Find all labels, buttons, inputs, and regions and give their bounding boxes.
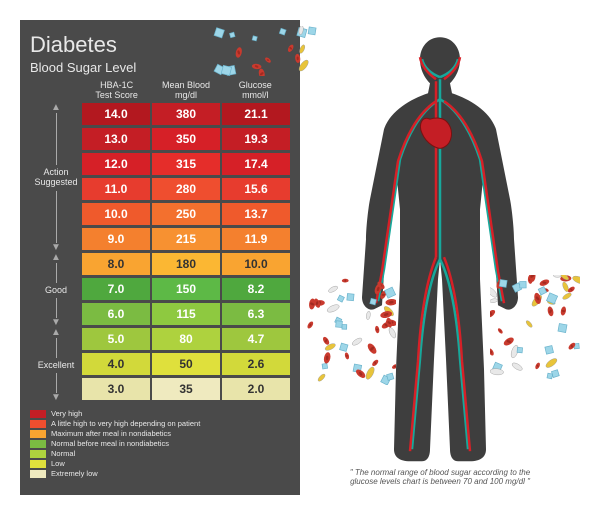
table-cell: 10.0 [222, 253, 290, 275]
legend-item: Extremely low [30, 469, 290, 478]
table-cell: 180 [152, 253, 220, 275]
legend-item: Normal before meal in nondiabetics [30, 439, 290, 448]
table-cell: 280 [152, 178, 220, 200]
side-segment: ▲Excellent▼ [30, 328, 82, 403]
legend-item: Very high [30, 409, 290, 418]
table-body: 14.038021.1 13.035019.3 12.031517.4 11.0280… [82, 103, 290, 400]
legend-label: Extremely low [51, 469, 98, 478]
table-cell: 12.0 [82, 153, 150, 175]
body-figure-area: " The normal range of blood sugar accord… [300, 20, 580, 495]
side-segment: ▲Good▼ [30, 253, 82, 328]
scatter-right [490, 275, 580, 385]
table-cell: 250 [152, 203, 220, 225]
table-cell: 6.0 [82, 303, 150, 325]
table-row: 4.0502.6 [82, 353, 290, 375]
legend: Very highA little high to very high depe… [30, 409, 290, 478]
legend-label: Normal [51, 449, 75, 458]
legend-label: Normal before meal in nondiabetics [51, 439, 169, 448]
table-cell: 5.0 [82, 328, 150, 350]
legend-item: A little high to very high depending on … [30, 419, 290, 428]
legend-swatch [30, 430, 46, 438]
legend-swatch [30, 410, 46, 418]
legend-label: Very high [51, 409, 82, 418]
table-cell: 115 [152, 303, 220, 325]
table-cell: 13.0 [82, 128, 150, 150]
table-cell: 11.9 [222, 228, 290, 250]
scatter-top [210, 26, 320, 76]
table-cell: 13.7 [222, 203, 290, 225]
table-cell: 2.6 [222, 353, 290, 375]
table-cell: 6.3 [222, 303, 290, 325]
table-cell: 17.4 [222, 153, 290, 175]
table-row: 8.018010.0 [82, 253, 290, 275]
table-row: 13.035019.3 [82, 128, 290, 150]
table-row: 9.021511.9 [82, 228, 290, 250]
human-body-figure [330, 29, 550, 469]
table-cell: 150 [152, 278, 220, 300]
table-cell: 2.0 [222, 378, 290, 400]
table-row: 11.028015.6 [82, 178, 290, 200]
table-cell: 215 [152, 228, 220, 250]
side-labels: ▲ActionSuggested▼▲Good▼▲Excellent▼ [30, 81, 82, 403]
table-row: 7.01508.2 [82, 278, 290, 300]
table-cell: 380 [152, 103, 220, 125]
table-cell: 80 [152, 328, 220, 350]
table-cell: 35 [152, 378, 220, 400]
table-cell: 3.0 [82, 378, 150, 400]
table-row: 6.01156.3 [82, 303, 290, 325]
table-row: 10.025013.7 [82, 203, 290, 225]
legend-swatch [30, 470, 46, 478]
table-header: HBA-1CTest ScoreMean Bloodmg/dlGlucosemm… [82, 81, 290, 103]
chart-panel: Diabetes Blood Sugar Level ▲ActionSugges… [20, 20, 300, 495]
table-cell: 10.0 [82, 203, 150, 225]
legend-item: Maximum after meal in nondiabetics [30, 429, 290, 438]
table-cell: 15.6 [222, 178, 290, 200]
legend-item: Normal [30, 449, 290, 458]
table-row: 14.038021.1 [82, 103, 290, 125]
table-cell: 8.2 [222, 278, 290, 300]
table-wrap: ▲ActionSuggested▼▲Good▼▲Excellent▼ HBA-1… [30, 81, 290, 403]
legend-label: A little high to very high depending on … [51, 419, 200, 428]
table-row: 12.031517.4 [82, 153, 290, 175]
table-row: 5.0804.7 [82, 328, 290, 350]
legend-label: Maximum after meal in nondiabetics [51, 429, 171, 438]
table-cell: 4.7 [222, 328, 290, 350]
table-cell: 8.0 [82, 253, 150, 275]
legend-swatch [30, 420, 46, 428]
infographic-frame: Diabetes Blood Sugar Level ▲ActionSugges… [20, 20, 580, 495]
table-cell: 14.0 [82, 103, 150, 125]
table-cell: 19.3 [222, 128, 290, 150]
column-header: Mean Bloodmg/dl [151, 81, 220, 101]
table-cell: 21.1 [222, 103, 290, 125]
table-cell: 7.0 [82, 278, 150, 300]
legend-label: Low [51, 459, 65, 468]
legend-swatch [30, 460, 46, 468]
column-header: Glucosemmol/l [221, 81, 290, 101]
table-cell: 50 [152, 353, 220, 375]
table-cell: 9.0 [82, 228, 150, 250]
column-header: HBA-1CTest Score [82, 81, 151, 101]
legend-swatch [30, 440, 46, 448]
table-cell: 11.0 [82, 178, 150, 200]
side-segment: ▲ActionSuggested▼ [30, 103, 82, 253]
legend-item: Low [30, 459, 290, 468]
table-cell: 350 [152, 128, 220, 150]
data-table: HBA-1CTest ScoreMean Bloodmg/dlGlucosemm… [82, 81, 290, 403]
table-cell: 4.0 [82, 353, 150, 375]
table-cell: 315 [152, 153, 220, 175]
table-row: 3.0352.0 [82, 378, 290, 400]
legend-swatch [30, 450, 46, 458]
footnote: " The normal range of blood sugar accord… [340, 468, 540, 487]
scatter-left [306, 275, 396, 385]
